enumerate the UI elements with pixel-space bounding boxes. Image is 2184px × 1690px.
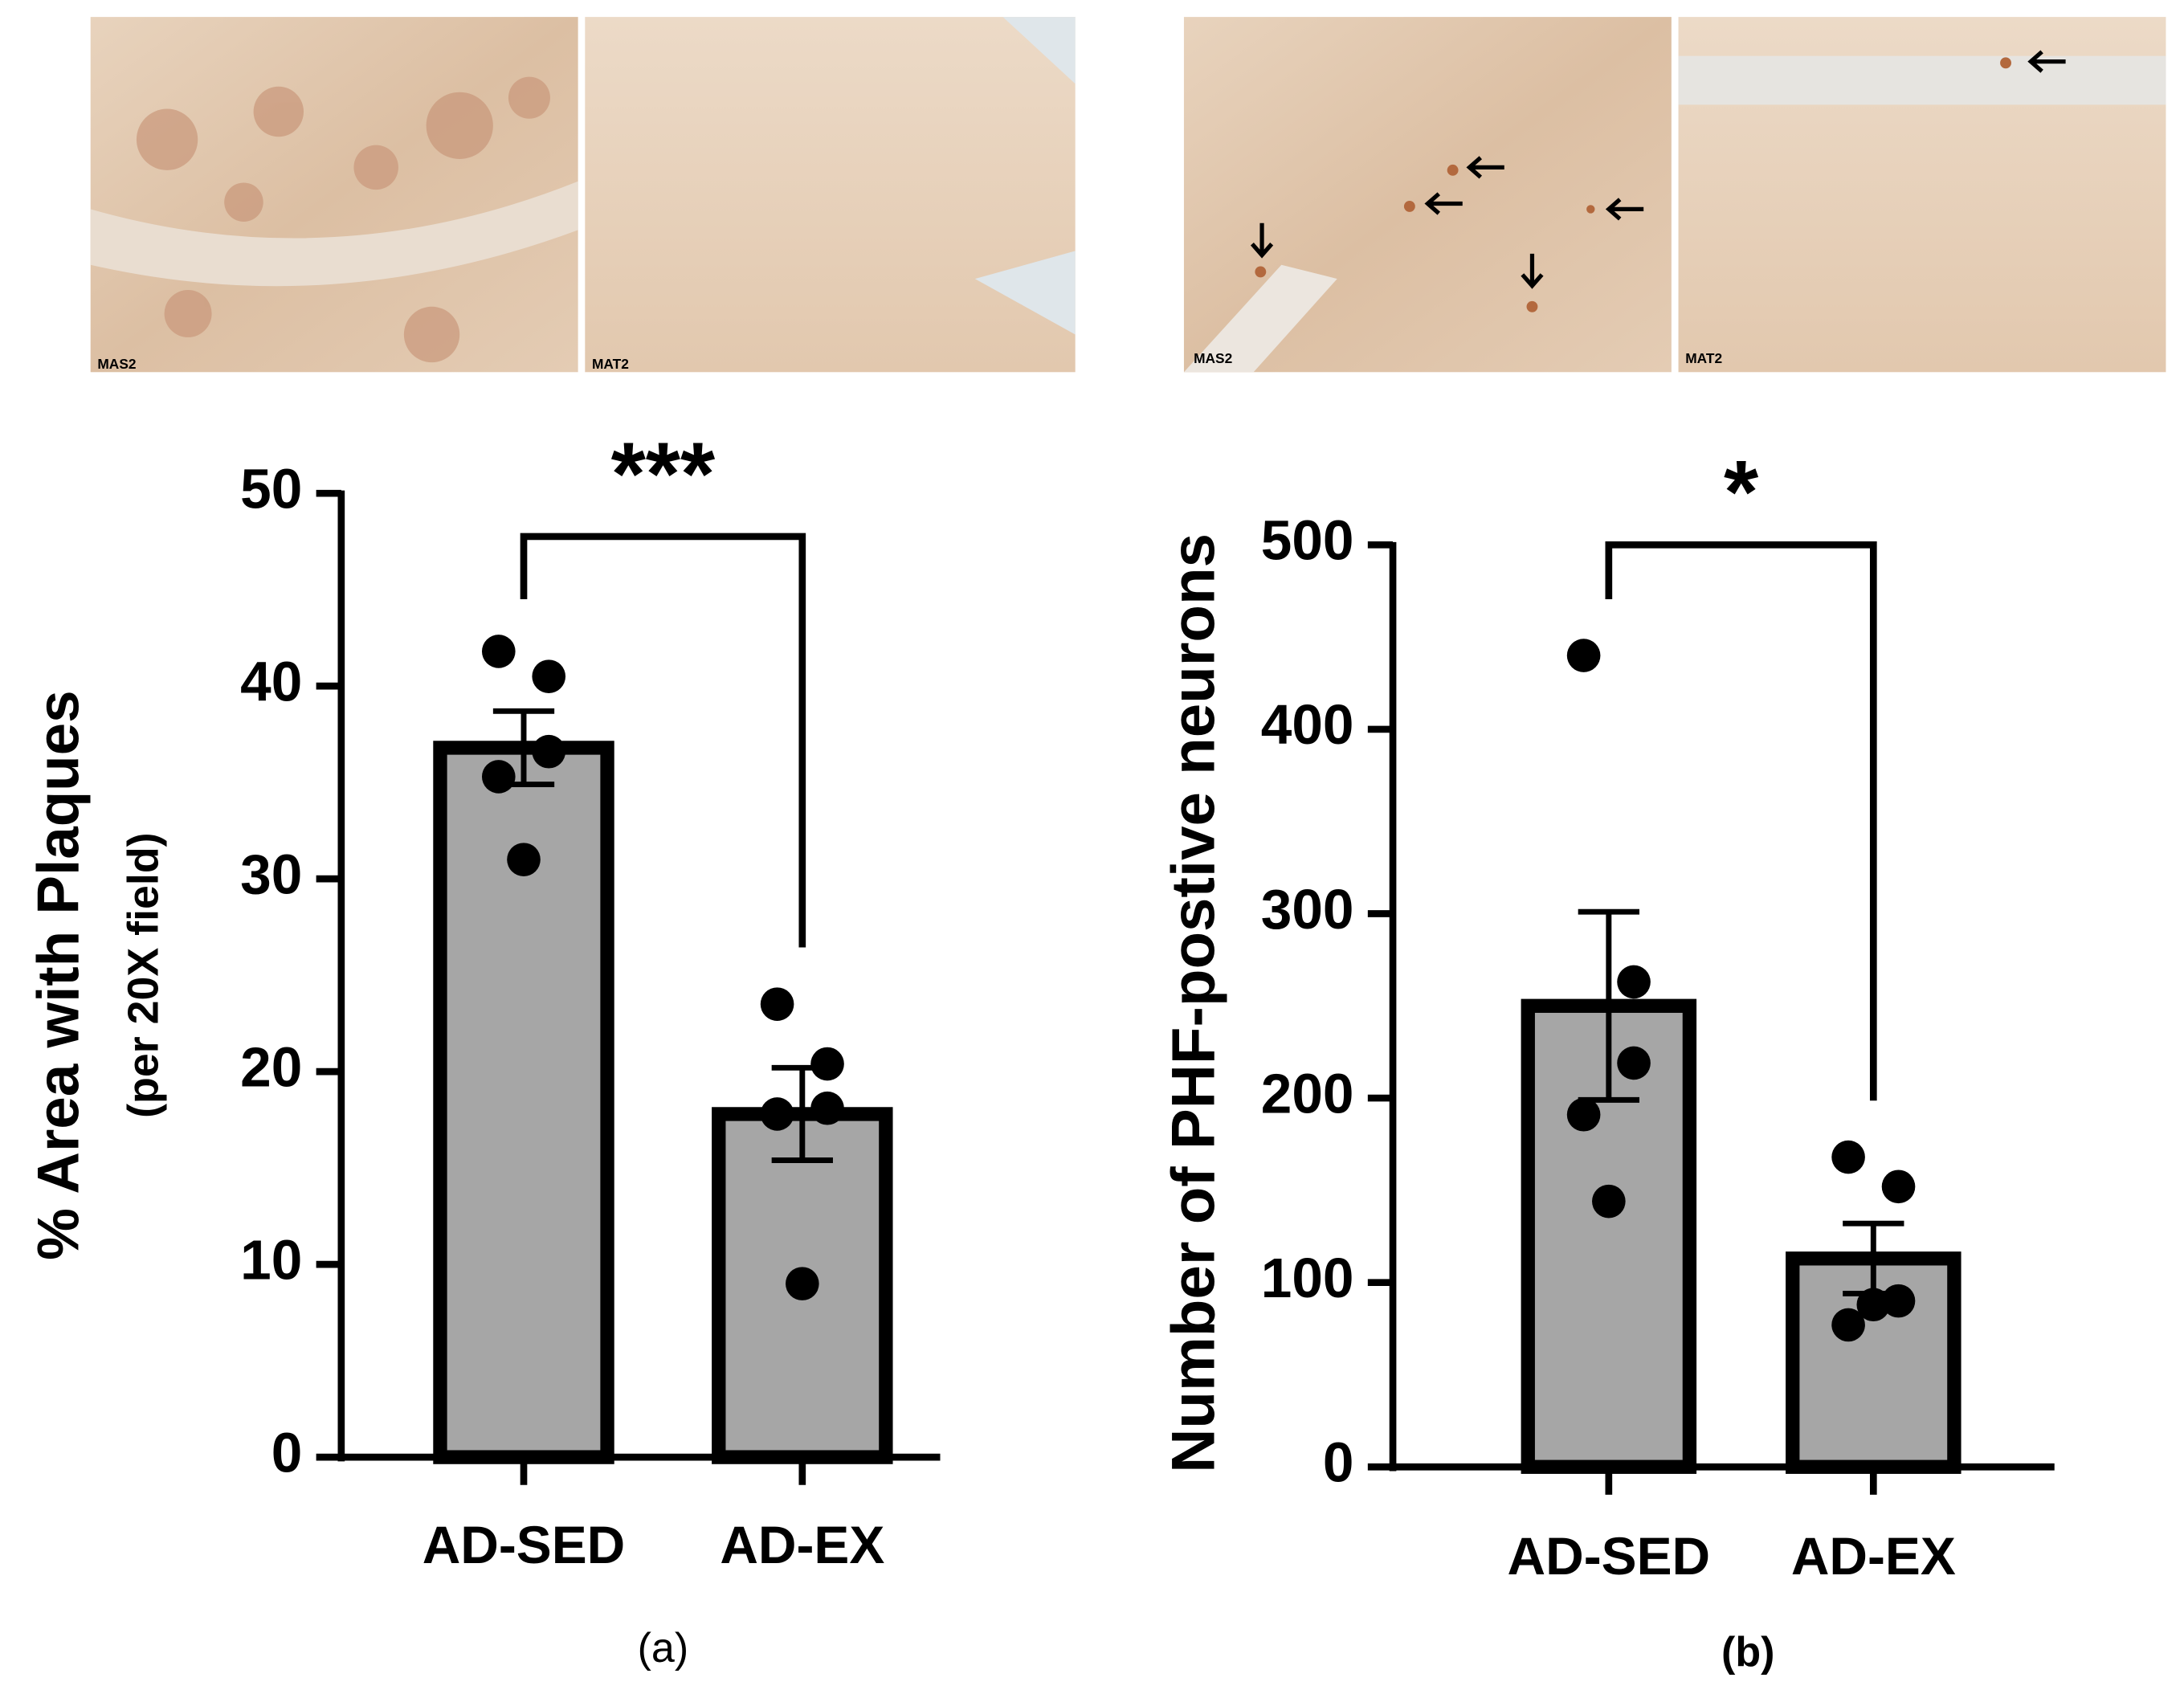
image-label: MAS2 [1194,350,1232,366]
significance-bracket [520,533,806,948]
image-label: MAT2 [592,356,629,372]
data-point [1831,1308,1865,1342]
data-point [760,987,794,1021]
y-tick-label: 30 [240,843,302,905]
y-tick-label: 40 [240,650,302,712]
data-point [1856,1288,1891,1322]
data-point [786,1267,819,1300]
data-point [1617,965,1651,999]
arrows [1250,50,2066,289]
micrograph-tear [974,17,1076,335]
data-point [1881,1284,1916,1318]
data-point [1831,1140,1865,1174]
y-tick-label: 300 [1261,878,1354,941]
y-axis-label: (per 20X field) [119,832,167,1117]
x-tick-label: AD-EX [720,1515,884,1574]
significance-label: * [1724,442,1759,541]
data-point [1881,1170,1916,1204]
y-axis-label: % Area with Plaques [26,690,91,1260]
y-tick-label: 20 [240,1035,302,1098]
data-point [810,1091,844,1125]
y-tick-label: 0 [271,1421,303,1484]
significance-label: *** [611,424,716,524]
data-point [810,1047,844,1081]
micrographs [90,17,2166,373]
micrograph [90,17,578,373]
y-axis-label: Number of PHF-postive neurons [1159,533,1227,1473]
y-tick-label: 100 [1261,1247,1354,1309]
panel-label: (b) [1721,1629,1774,1676]
micrograph-band [90,181,578,287]
y-tick-label: 50 [240,457,302,520]
data-point [1592,1184,1626,1219]
data-point [532,734,566,769]
x-tick-label: AD-EX [1791,1526,1956,1586]
y-tick-label: 10 [240,1228,302,1291]
data-point [481,635,516,668]
data-point [481,760,516,794]
micrograph [585,17,1076,373]
image-label: MAT2 [1685,350,1722,366]
y-tick-label: 0 [1323,1431,1354,1494]
micrograph-tear [1183,264,1337,373]
plaques [136,76,550,363]
data-point [1566,1097,1601,1132]
micrograph-band [1678,55,2166,105]
y-tick-label: 500 [1261,509,1354,572]
y-tick-label: 400 [1261,693,1354,756]
y-tick-label: 200 [1261,1062,1354,1125]
x-tick-label: AD-SED [1508,1526,1711,1586]
data-point [1617,1046,1651,1080]
data-point [1566,639,1601,672]
data-point [760,1097,794,1131]
neurons [1255,57,2011,312]
image-label: MAS2 [97,356,136,372]
panel-label: (a) [638,1625,689,1672]
data-point [507,843,541,876]
x-tick-label: AD-SED [423,1515,626,1574]
significance-bracket [1605,541,1877,1101]
data-point [532,659,566,693]
